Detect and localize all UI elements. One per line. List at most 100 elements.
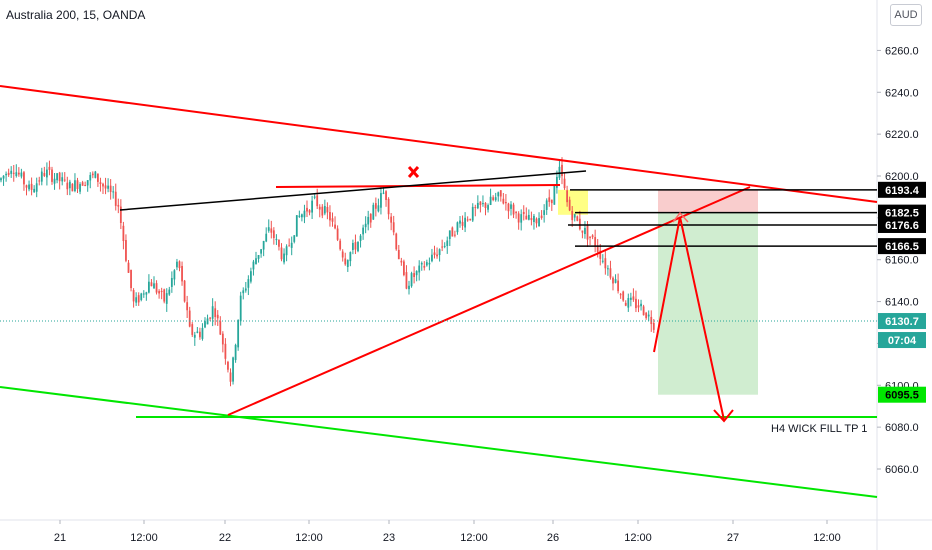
take-profit-zone: [658, 212, 758, 395]
candle: [377, 198, 380, 213]
candle: [170, 271, 173, 293]
candle: [448, 230, 451, 247]
candle-body: [155, 283, 158, 293]
candle: [122, 221, 125, 250]
candle-body: [58, 172, 61, 182]
candle: [545, 198, 548, 215]
candle-body: [244, 288, 247, 291]
candle-body: [471, 206, 474, 221]
candle-body: [497, 192, 500, 197]
candle-body: [624, 302, 627, 306]
candle: [647, 310, 650, 321]
candle: [58, 171, 61, 190]
candle: [566, 185, 568, 207]
candle-body: [584, 227, 586, 235]
candle-body: [94, 171, 97, 178]
candle-body: [489, 196, 492, 205]
candle: [640, 299, 642, 311]
candle: [30, 177, 33, 196]
candle-body: [163, 289, 166, 302]
candle-body: [148, 281, 150, 293]
candle-body: [20, 172, 23, 177]
candle-body: [413, 273, 415, 278]
candle: [336, 225, 339, 242]
candle-body: [272, 230, 275, 239]
lower-channel-line: [0, 386, 878, 498]
candle-body: [321, 206, 324, 216]
candle: [594, 229, 597, 253]
candle-body: [469, 218, 472, 220]
candle: [397, 244, 400, 260]
candle: [520, 209, 523, 231]
candle-body: [515, 212, 517, 214]
candle: [576, 215, 579, 222]
candle-body: [650, 316, 653, 325]
y-tick-label: 6240.0: [885, 87, 919, 99]
y-tick-label: 6220.0: [885, 129, 919, 141]
candle-body: [538, 218, 540, 227]
candle: [227, 360, 229, 373]
candle-body: [232, 357, 234, 382]
candle: [84, 181, 87, 187]
candle: [584, 221, 586, 239]
candle: [561, 157, 563, 185]
price-level-badge-bg: [878, 238, 926, 255]
stop-loss-zone: [658, 189, 758, 213]
candle-body: [201, 327, 204, 339]
candle-body: [617, 280, 619, 292]
candle-body: [99, 182, 102, 184]
candle: [395, 232, 398, 251]
candle: [601, 254, 604, 264]
candle: [589, 236, 591, 246]
candle: [497, 191, 500, 202]
candle: [599, 244, 602, 266]
candle: [522, 205, 525, 221]
currency-badge[interactable]: AUD: [890, 4, 922, 26]
candle: [204, 317, 206, 329]
candle: [278, 239, 280, 251]
candle-body: [214, 308, 217, 318]
last-price-badge: 6130.7: [878, 313, 926, 330]
candle-body: [418, 265, 421, 273]
candle-body: [252, 261, 255, 270]
candle-body: [2, 175, 5, 179]
candle-body: [46, 169, 48, 178]
candle: [410, 271, 413, 288]
candle-body: [140, 293, 143, 300]
candle-body: [390, 216, 393, 223]
candle-body: [81, 182, 84, 186]
candle-body: [556, 176, 558, 188]
candle-body: [499, 190, 502, 197]
candle: [352, 239, 354, 255]
candle-body: [607, 268, 609, 270]
candle: [367, 210, 370, 231]
candle: [81, 180, 84, 186]
candle-body: [461, 221, 464, 226]
candle: [515, 210, 517, 219]
candle-body: [591, 235, 594, 238]
y-tick-label: 6080.0: [885, 422, 919, 434]
candle: [61, 172, 64, 186]
candle-body: [581, 230, 584, 233]
candle: [153, 276, 155, 289]
candle-body: [400, 260, 403, 263]
candle-body: [295, 215, 298, 237]
candle: [53, 173, 56, 190]
candle: [102, 182, 104, 194]
candle-body: [339, 240, 342, 250]
candle: [265, 227, 268, 243]
candle: [99, 177, 102, 192]
candle: [181, 261, 183, 286]
candle: [290, 236, 293, 256]
candle-body: [323, 206, 326, 214]
candle-body: [476, 202, 479, 209]
candle: [211, 298, 214, 327]
upper-channel-line: [0, 85, 878, 203]
candle: [275, 234, 278, 246]
candle: [316, 188, 319, 209]
candle-body: [7, 172, 10, 175]
candle-body: [635, 298, 637, 309]
candle-body: [448, 230, 451, 240]
candle: [74, 173, 76, 193]
